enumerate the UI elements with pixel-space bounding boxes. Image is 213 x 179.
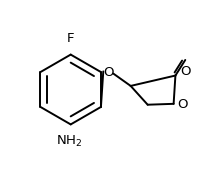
Text: O: O	[178, 98, 188, 111]
Text: F: F	[67, 32, 75, 45]
Text: O: O	[103, 66, 114, 79]
Text: NH$_2$: NH$_2$	[56, 134, 82, 149]
Text: O: O	[180, 65, 190, 78]
